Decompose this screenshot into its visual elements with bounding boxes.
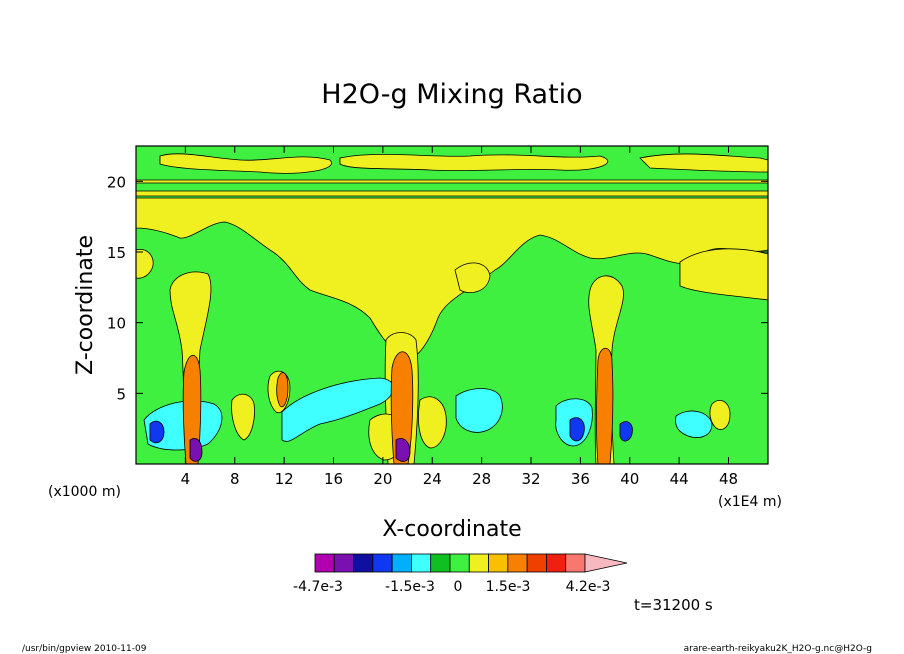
plume-core [596, 347, 614, 464]
footer-left: /usr/bin/gpview 2010-11-09 [22, 644, 147, 654]
low-moist-patch [709, 400, 731, 430]
x-axis-label: X-coordinate [382, 517, 521, 542]
plot-frame [135, 145, 769, 465]
colorbar-label: -1.5e-3 [385, 579, 435, 595]
y-axis-label: Z-coordinate [73, 235, 98, 375]
colorbar-swatch [372, 553, 393, 573]
x-tick-label: 36 [571, 470, 590, 488]
dry-pocket [281, 377, 394, 442]
upper-moist-band [136, 190, 768, 197]
colorbar-swatch [488, 553, 509, 573]
colorbar-swatch [314, 553, 335, 573]
x-unit-left: (x1000 m) [48, 484, 121, 500]
upper-moist-band [136, 179, 768, 184]
upper-moist-patch [639, 153, 768, 173]
x-tick-label: 4 [181, 470, 191, 488]
upper-moist-patch [339, 153, 609, 171]
mid-moist-lobe [454, 262, 491, 293]
dry-core [569, 417, 585, 442]
upper-moist-patch [159, 153, 332, 174]
y-tick-label: 5 [116, 385, 126, 403]
x-axis: 4 8 12 16 20 24 28 32 36 40 44 48 [181, 146, 738, 488]
x-tick-label: 8 [230, 470, 240, 488]
chart-title: H2O-g Mixing Ratio [321, 79, 582, 110]
colorbar-swatch [507, 553, 528, 573]
dry-pocket [675, 410, 713, 438]
plume-core [276, 372, 289, 408]
colorbar-swatch [565, 553, 586, 573]
colorbar-label: -4.7e-3 [293, 579, 343, 595]
x-tick-label: 32 [521, 470, 540, 488]
dry-pocket [455, 388, 503, 433]
dry-core [189, 438, 203, 462]
y-tick-label: 20 [107, 173, 126, 191]
low-moist-patch [418, 396, 447, 449]
x-tick-label: 40 [620, 470, 639, 488]
y-tick-label: 15 [107, 244, 126, 262]
colorbar-swatch [353, 553, 374, 573]
contour-field [136, 146, 768, 464]
colorbar-swatch [391, 553, 412, 573]
y-axis: 5 10 15 20 [107, 173, 768, 403]
low-moist-patch [231, 393, 255, 441]
x-unit-right: (x1E4 m) [718, 494, 782, 510]
x-tick-label: 24 [423, 470, 442, 488]
colorbar-swatch [449, 553, 470, 573]
plume-core [182, 354, 202, 464]
colorbar-label: 0 [454, 579, 463, 595]
colorbar-labels: -4.7e-3 -1.5e-3 0 1.5e-3 4.2e-3 [293, 579, 610, 595]
colorbar-label: 4.2e-3 [566, 579, 611, 595]
colorbar-label: 1.5e-3 [486, 579, 531, 595]
colorbar-swatch [333, 553, 354, 573]
x-tick-label: 48 [719, 470, 738, 488]
dry-pocket [143, 400, 223, 451]
colorbar-swatch [430, 553, 451, 573]
colorbar-swatch [546, 553, 567, 573]
footer-right: arare-earth-reikyaku2K_H2O-g.nc@H2O-g [684, 644, 872, 654]
colorbar-swatch [526, 553, 547, 573]
x-tick-label: 20 [373, 470, 392, 488]
x-tick-label: 28 [472, 470, 491, 488]
dry-core [395, 438, 411, 462]
colorbar [314, 553, 628, 573]
left-moist-lobe [136, 248, 154, 279]
time-label: t=31200 s [634, 596, 713, 614]
colorbar-extension-arrow [584, 553, 628, 573]
plume-core [390, 351, 414, 464]
right-moist-lobe [679, 248, 768, 301]
dry-core [149, 420, 165, 444]
dry-core [619, 421, 633, 442]
y-tick-label: 10 [107, 315, 126, 333]
x-tick-label: 16 [324, 470, 343, 488]
x-tick-label: 44 [670, 470, 689, 488]
x-tick-label: 12 [275, 470, 294, 488]
colorbar-swatch [468, 553, 489, 573]
colorbar-swatch [411, 553, 432, 573]
anvil-layer [136, 197, 768, 361]
